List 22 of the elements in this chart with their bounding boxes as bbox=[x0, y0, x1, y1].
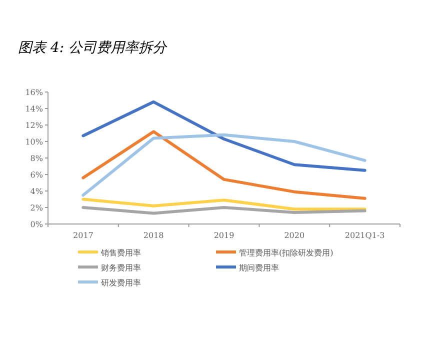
legend-label: 期间费用率 bbox=[239, 264, 279, 272]
y-tick-label: 2% bbox=[30, 204, 44, 212]
x-tick-label: 2020 bbox=[284, 231, 305, 240]
legend-label: 研发费用率 bbox=[101, 278, 141, 288]
x-tick-label: 2021Q1-3 bbox=[344, 231, 385, 240]
line-series bbox=[82, 198, 366, 211]
x-tick-label: 2017 bbox=[73, 231, 94, 240]
line-series bbox=[82, 100, 366, 172]
y-tick-label: 14% bbox=[25, 104, 44, 114]
y-tick-label: 12% bbox=[25, 121, 44, 130]
y-tick-label: 16% bbox=[25, 88, 44, 97]
x-tick-label: 2018 bbox=[143, 231, 164, 240]
y-tick-label: 8% bbox=[30, 154, 44, 163]
y-tick-label: 4% bbox=[30, 187, 44, 196]
legend-label: 财务费用率 bbox=[101, 264, 141, 272]
legend-label: 管理费用率(扣除研发费用) bbox=[239, 248, 334, 258]
x-tick-label: 2019 bbox=[214, 231, 234, 240]
y-tick-label: 10% bbox=[25, 138, 44, 146]
y-tick-label: 0% bbox=[30, 220, 44, 229]
legend-label: 销售费用率 bbox=[100, 248, 141, 258]
chart-title: 图表 4: 公司费用率拆分 bbox=[18, 40, 168, 56]
y-tick-label: 6% bbox=[30, 170, 44, 180]
